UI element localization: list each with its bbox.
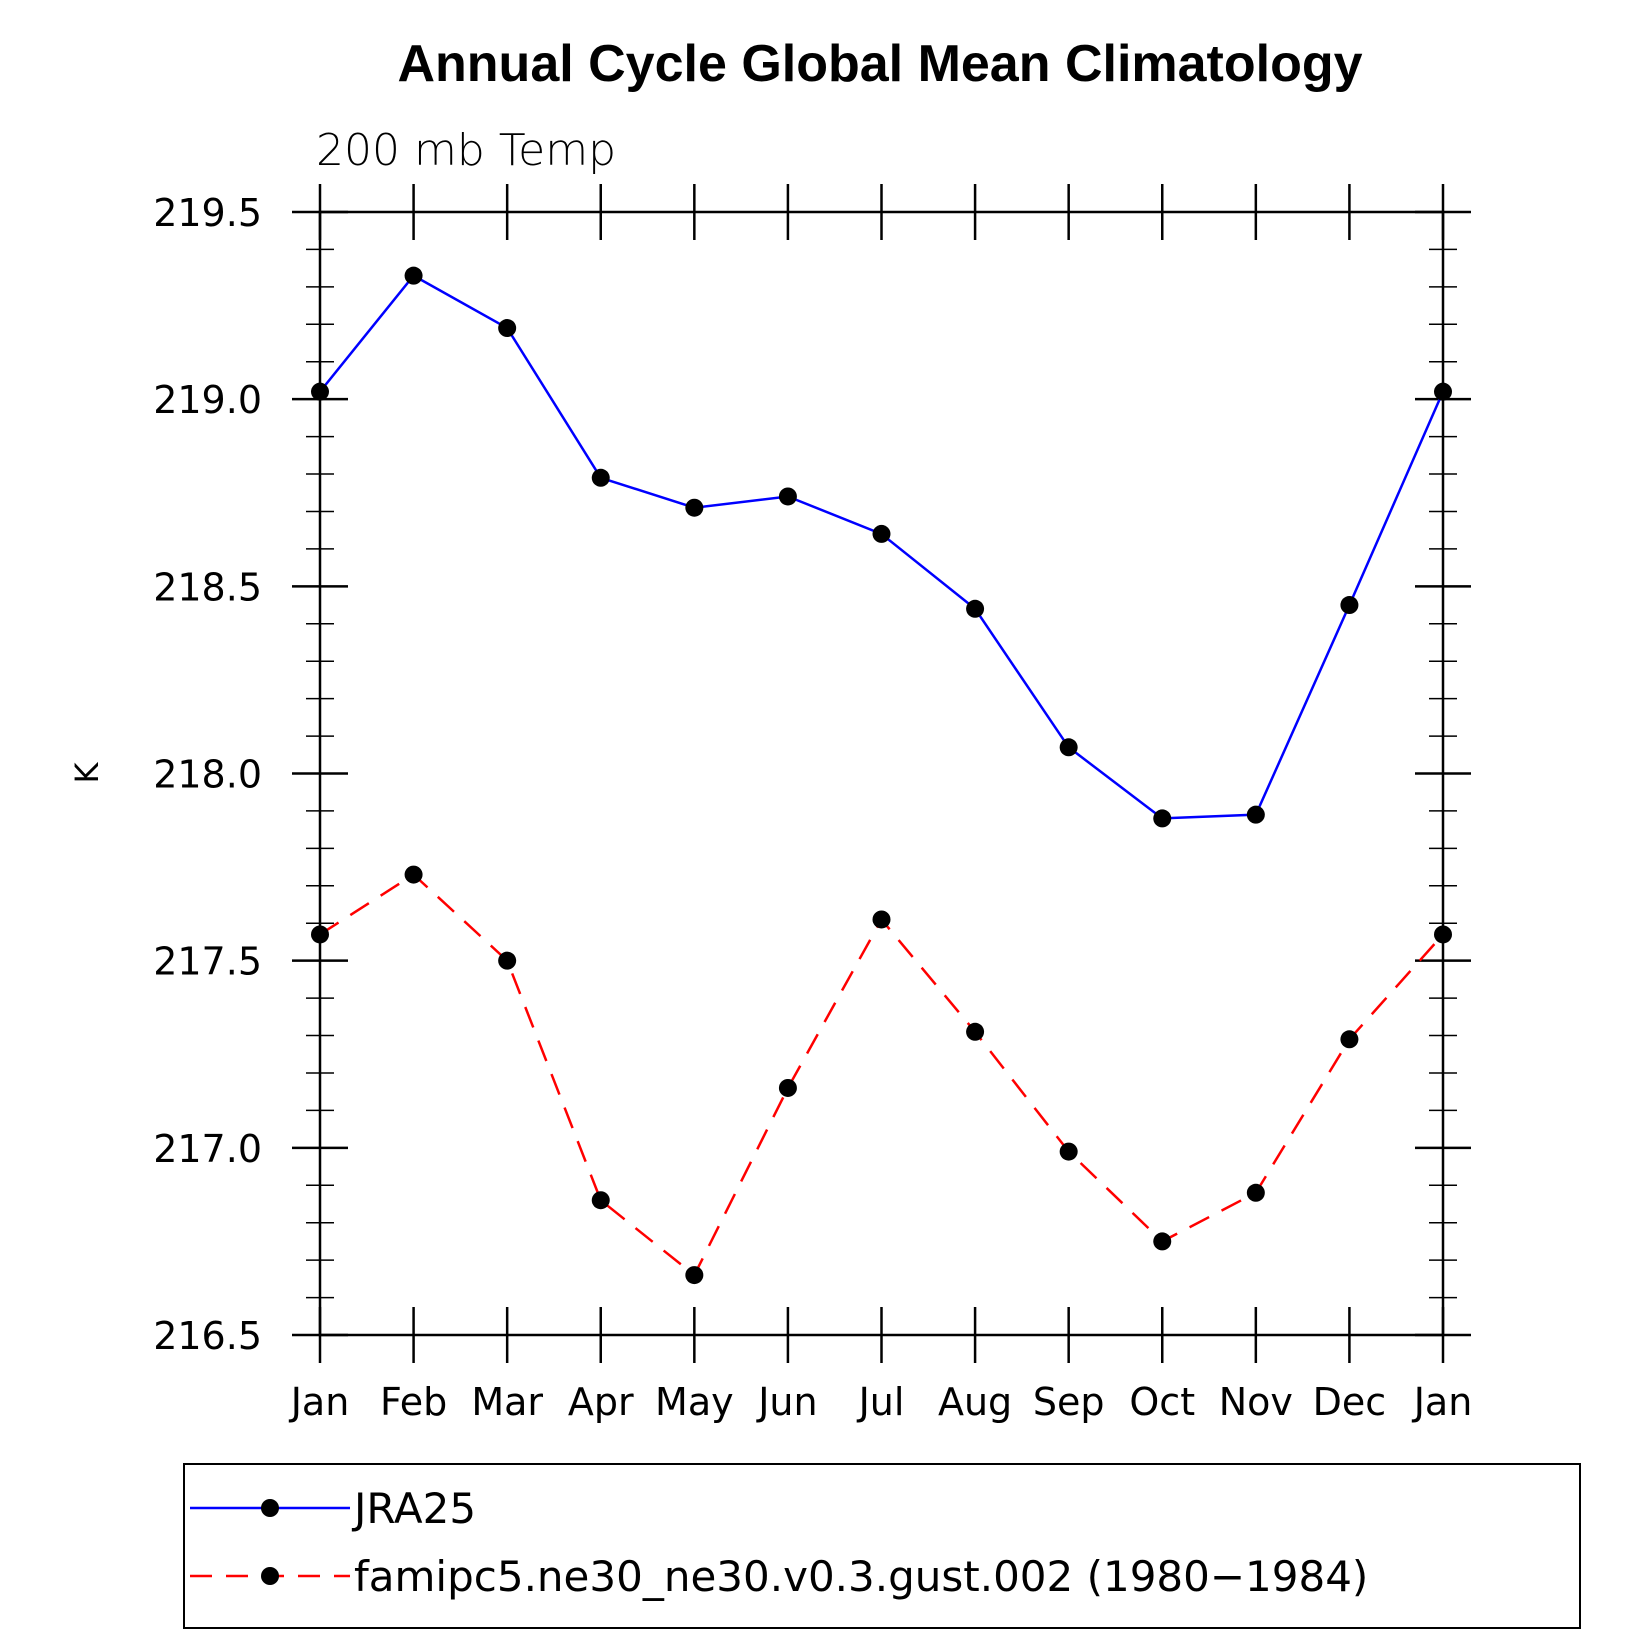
data-point [1153, 1232, 1172, 1251]
legend-marker [261, 1567, 279, 1585]
legend-item: JRA25 [190, 1484, 476, 1533]
data-point [1340, 596, 1359, 615]
x-tick-label: Oct [1129, 1380, 1195, 1424]
y-tick-label: 218.0 [153, 753, 262, 797]
x-tick-label: Dec [1313, 1380, 1387, 1424]
y-tick-label: 219.5 [153, 191, 262, 235]
y-tick-label: 216.5 [153, 1314, 262, 1358]
legend-label: famipc5.ne30_ne30.v0.3.gust.002 (1980−19… [354, 1552, 1368, 1601]
x-tick-label: Jun [756, 1380, 817, 1424]
data-point [498, 951, 517, 970]
y-tick-label: 217.0 [153, 1127, 262, 1171]
y-tick-label: 219.0 [153, 378, 262, 422]
x-tick-label: Apr [568, 1380, 634, 1424]
x-tick-label: Feb [380, 1380, 447, 1424]
y-tick-labels: 216.5 217.0 217.5 218.0 218.5 219.0 219.5 [153, 191, 262, 1358]
data-point [1246, 805, 1265, 824]
data-point [685, 498, 704, 517]
data-point [1246, 1183, 1265, 1202]
data-point [1340, 1030, 1359, 1049]
data-point [1059, 1142, 1078, 1161]
data-point [1059, 738, 1078, 757]
data-point [1434, 382, 1452, 401]
legend: JRA25 famipc5.ne30_ne30.v0.3.gust.002 (19… [183, 1463, 1581, 1629]
series-1 [311, 266, 1452, 828]
x-tick-label: Sep [1033, 1380, 1105, 1424]
legend-item: famipc5.ne30_ne30.v0.3.gust.002 (1980−19… [190, 1552, 1368, 1601]
data-point [591, 1191, 610, 1210]
series-line [319, 274, 1445, 820]
legend-box [183, 1463, 1581, 1629]
x-tick-label: May [655, 1380, 734, 1424]
chart-subtitle: 200 mb Temp [316, 125, 616, 176]
y-axis-label: K [68, 761, 106, 783]
data-point [1434, 925, 1452, 944]
x-tick-label: Jul [857, 1380, 905, 1424]
data-point [872, 524, 891, 543]
chart-title: Annual Cycle Global Mean Climatology [397, 35, 1362, 93]
series-layer [311, 266, 1452, 1285]
data-point [966, 1022, 985, 1041]
data-point [311, 382, 329, 401]
data-point [404, 865, 423, 884]
legend-marker [261, 1499, 279, 1517]
x-tick-labels: Jan Feb Mar Apr May Jun Jul Aug Sep Oct Nov Dec Jan [289, 1380, 1473, 1424]
data-point [778, 1078, 797, 1097]
data-point [1153, 809, 1172, 828]
data-point [778, 487, 797, 506]
legend-label: JRA25 [351, 1484, 476, 1533]
series-2 [311, 865, 1452, 1285]
data-point [498, 319, 517, 338]
data-point [966, 599, 985, 618]
data-point [404, 266, 423, 285]
data-point [872, 910, 891, 929]
x-tick-label: Nov [1219, 1380, 1293, 1424]
x-tick-label: Aug [938, 1380, 1012, 1424]
x-tick-label: Jan [289, 1380, 350, 1424]
y-tick-label: 218.5 [153, 565, 262, 609]
data-point [685, 1266, 704, 1285]
series-line [319, 872, 1444, 1278]
plot-axes [292, 184, 1471, 1363]
x-tick-label: Jan [1412, 1380, 1473, 1424]
data-point [311, 925, 329, 944]
y-tick-label: 217.5 [153, 940, 262, 984]
data-point [591, 468, 610, 487]
x-tick-label: Mar [471, 1380, 543, 1424]
